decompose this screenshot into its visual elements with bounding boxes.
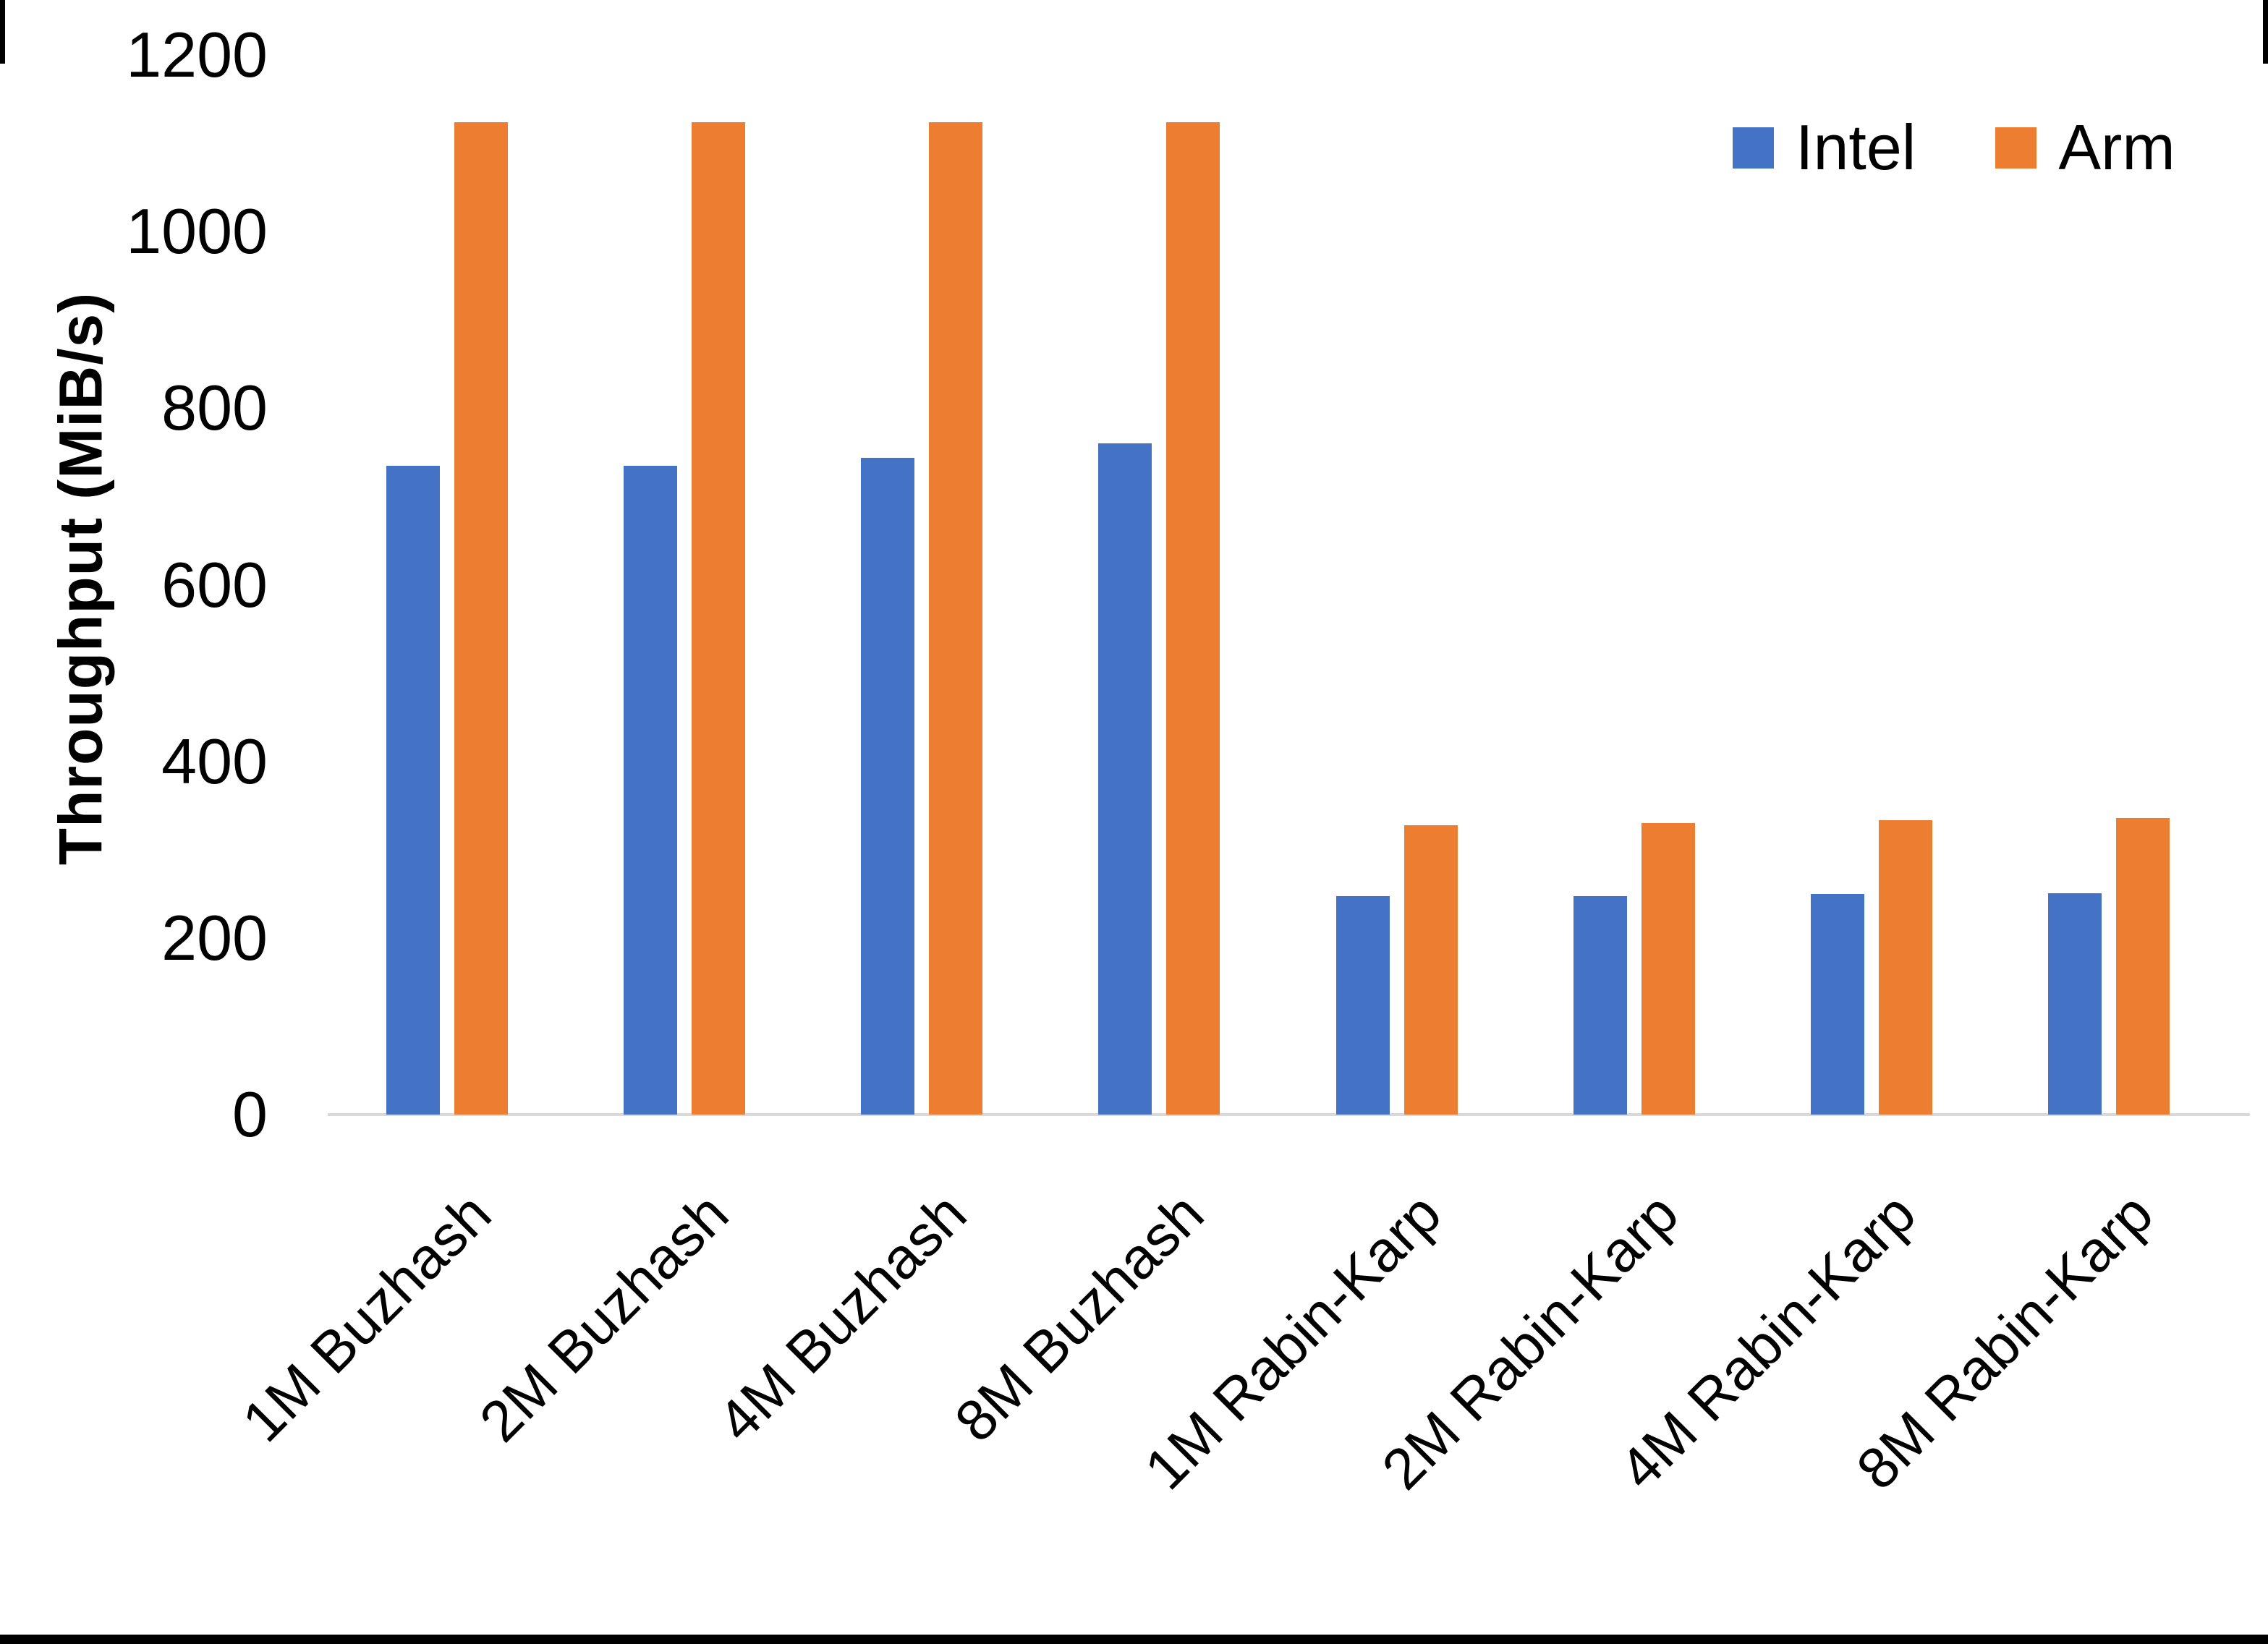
bar-intel-1m-rabin-karp (1335, 896, 1390, 1115)
legend-label-intel: Intel (1796, 111, 1916, 183)
x-axis-line (328, 1113, 2250, 1116)
legend-item-arm: Arm (1995, 116, 2175, 179)
x-category-label-2m-buzhash: 2M Buzhash (467, 1180, 741, 1455)
bar-arm-1m-buzhash (454, 122, 508, 1115)
legend: Intel Arm (1733, 116, 2175, 179)
bottom-border-bar (0, 1635, 2268, 1644)
bar-intel-4m-rabin-karp (1810, 893, 1864, 1115)
bar-intel-8m-buzhash (1098, 443, 1152, 1115)
bar-intel-2m-rabin-karp (1573, 896, 1627, 1115)
legend-swatch-arm (1995, 127, 2037, 169)
bar-arm-4m-buzhash (929, 122, 983, 1115)
y-tick-label: 400 (161, 725, 268, 797)
legend-label-arm: Arm (2058, 111, 2175, 183)
legend-swatch-intel (1733, 127, 1774, 169)
x-category-label-4m-buzhash: 4M Buzhash (705, 1180, 978, 1455)
bar-arm-1m-rabin-karp (1403, 825, 1458, 1115)
y-tick-label: 1000 (126, 195, 268, 268)
bar-arm-2m-buzhash (692, 122, 746, 1115)
bar-intel-1m-buzhash (386, 465, 440, 1115)
bar-intel-2m-buzhash (624, 465, 678, 1115)
bar-arm-8m-rabin-karp (2115, 817, 2170, 1115)
y-tick-label: 1200 (126, 19, 268, 90)
bar-intel-8m-rabin-karp (2047, 893, 2102, 1115)
x-category-label-1m-buzhash: 1M Buzhash (230, 1180, 504, 1455)
bar-arm-8m-buzhash (1166, 122, 1220, 1115)
y-tick-label: 600 (161, 548, 268, 621)
legend-item-intel: Intel (1733, 116, 1916, 179)
left-edge-mark (0, 0, 5, 64)
bar-arm-2m-rabin-karp (1641, 823, 1695, 1115)
right-edge-mark (2263, 0, 2268, 64)
y-tick-label: 200 (161, 901, 268, 974)
y-tick-label: 0 (232, 1078, 268, 1150)
y-tick-label: 800 (161, 372, 268, 444)
bar-intel-4m-buzhash (861, 457, 915, 1115)
bar-arm-4m-rabin-karp (1878, 820, 1932, 1115)
